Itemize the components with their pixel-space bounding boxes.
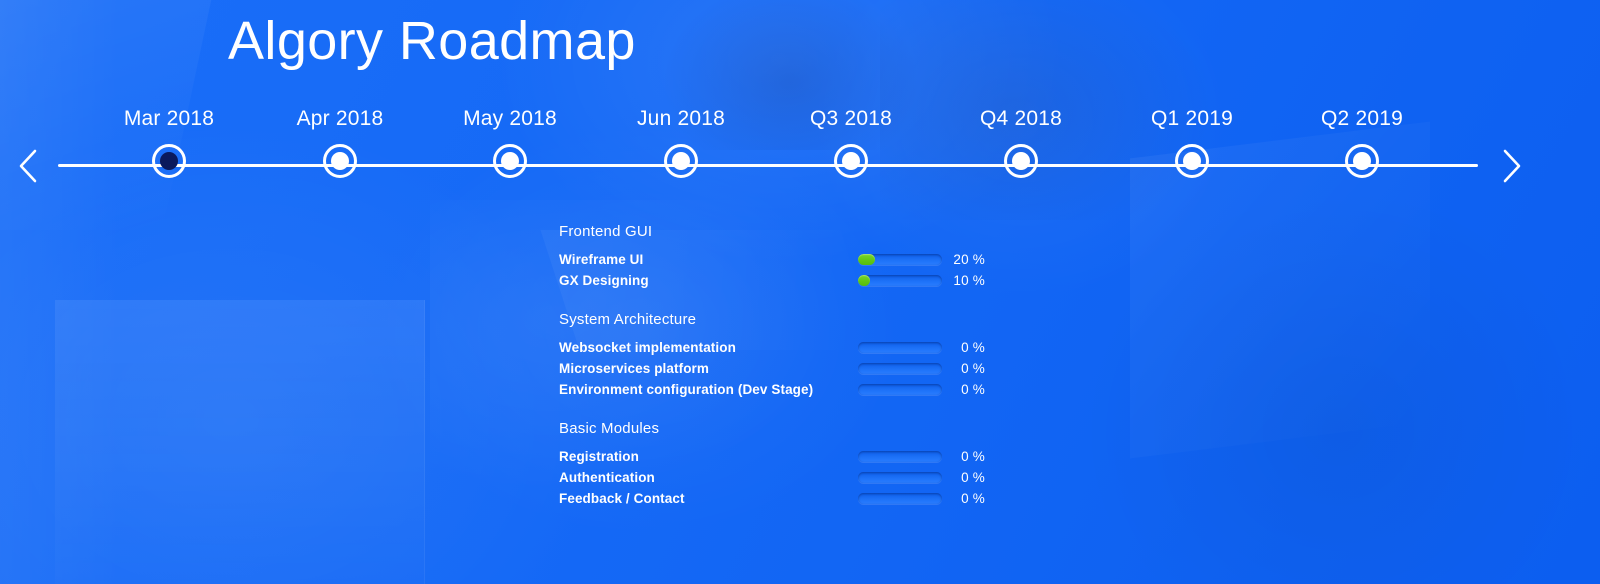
timeline-node-label: Apr 2018	[296, 107, 384, 130]
timeline-node-jun-2018[interactable]: Jun 2018	[606, 108, 756, 178]
task-percent-label: 20 %	[953, 252, 985, 267]
timeline-node-mar-2018[interactable]: Mar 2018	[94, 108, 244, 178]
timeline-node-dot[interactable]	[834, 144, 868, 178]
task-group-title: Frontend GUI	[559, 223, 653, 240]
task-group-title: System Architecture	[559, 311, 697, 328]
roadmap-timeline: Mar 2018 Apr 2018 May 2018 Jun 2018 Q3 2018 Q…	[0, 108, 1600, 198]
timeline-node-dot[interactable]	[152, 144, 186, 178]
task-row: Wireframe UI 20 %	[559, 249, 1029, 270]
task-percent-label: 0 %	[961, 340, 985, 355]
task-progress-bar	[858, 384, 942, 395]
timeline-node-label: Q4 2018	[980, 107, 1062, 130]
timeline-node-core	[672, 152, 690, 170]
task-progress-bar	[858, 451, 942, 462]
background-decoration	[55, 300, 425, 584]
task-row: GX Designing 10 %	[559, 270, 1029, 291]
chevron-right-icon[interactable]	[1490, 144, 1534, 188]
timeline-node-core	[842, 152, 860, 170]
timeline-node-q1-2019[interactable]: Q1 2019	[1117, 108, 1267, 178]
timeline-track-line	[58, 164, 1478, 167]
timeline-node-label: May 2018	[463, 107, 557, 130]
task-row: Environment configuration (Dev Stage) 0 %	[559, 379, 1029, 400]
timeline-node-may-2018[interactable]: May 2018	[435, 108, 585, 178]
task-progress-fill	[858, 275, 870, 286]
task-group: System Architecture Websocket implementat…	[559, 312, 1029, 400]
task-percent-label: 0 %	[961, 382, 985, 397]
task-progress-bar	[858, 254, 942, 265]
timeline-node-core	[501, 152, 519, 170]
timeline-node-q2-2019[interactable]: Q2 2019	[1287, 108, 1437, 178]
task-name: Registration	[559, 449, 639, 464]
task-row: Registration 0 %	[559, 446, 1029, 467]
task-progress-bar	[858, 275, 942, 286]
task-name: Wireframe UI	[559, 252, 644, 267]
timeline-node-label: Q3 2018	[810, 107, 892, 130]
task-row: Microservices platform 0 %	[559, 358, 1029, 379]
timeline-node-dot[interactable]	[1004, 144, 1038, 178]
task-name: Authentication	[559, 470, 655, 485]
timeline-node-core	[1353, 152, 1371, 170]
task-progress-bar	[858, 493, 942, 504]
task-row: Authentication 0 %	[559, 467, 1029, 488]
timeline-node-core	[1012, 152, 1030, 170]
task-name: GX Designing	[559, 273, 649, 288]
task-percent-label: 0 %	[961, 449, 985, 464]
timeline-node-apr-2018[interactable]: Apr 2018	[265, 108, 415, 178]
timeline-node-label: Mar 2018	[123, 107, 215, 130]
task-progress-bar	[858, 472, 942, 483]
task-name: Feedback / Contact	[559, 491, 685, 506]
page-title: Algory Roadmap	[228, 11, 636, 71]
task-group: Frontend GUI Wireframe UI 20 % GX Designing…	[559, 224, 1029, 291]
timeline-node-dot[interactable]	[1345, 144, 1379, 178]
timeline-node-dot[interactable]	[1175, 144, 1209, 178]
task-percent-label: 0 %	[961, 470, 985, 485]
task-name: Websocket implementation	[559, 340, 736, 355]
timeline-node-core	[160, 152, 178, 170]
timeline-node-dot[interactable]	[493, 144, 527, 178]
task-row: Feedback / Contact 0 %	[559, 488, 1029, 509]
task-percent-label: 0 %	[961, 361, 985, 376]
task-progress-bar	[858, 342, 942, 353]
timeline-node-dot[interactable]	[323, 144, 357, 178]
task-progress-fill	[858, 254, 875, 265]
task-row: Websocket implementation 0 %	[559, 337, 1029, 358]
timeline-node-dot[interactable]	[664, 144, 698, 178]
timeline-node-label: Q2 2019	[1321, 107, 1403, 130]
timeline-node-core	[1183, 152, 1201, 170]
task-group-title: Basic Modules	[559, 420, 660, 437]
timeline-node-core	[331, 152, 349, 170]
timeline-node-label: Q1 2019	[1151, 107, 1233, 130]
task-name: Microservices platform	[559, 361, 710, 376]
task-percent-label: 10 %	[953, 273, 985, 288]
timeline-node-q4-2018[interactable]: Q4 2018	[946, 108, 1096, 178]
roadmap-task-panel: Frontend GUI Wireframe UI 20 % GX Designing…	[559, 224, 1029, 519]
task-name: Environment configuration (Dev Stage)	[559, 382, 814, 397]
timeline-node-q3-2018[interactable]: Q3 2018	[776, 108, 926, 178]
chevron-left-icon[interactable]	[6, 144, 50, 188]
timeline-node-label: Jun 2018	[636, 107, 725, 130]
task-group: Basic Modules Registration 0 % Authenticati…	[559, 421, 1029, 509]
task-progress-bar	[858, 363, 942, 374]
background-decoration	[0, 0, 120, 584]
task-percent-label: 0 %	[961, 491, 985, 506]
